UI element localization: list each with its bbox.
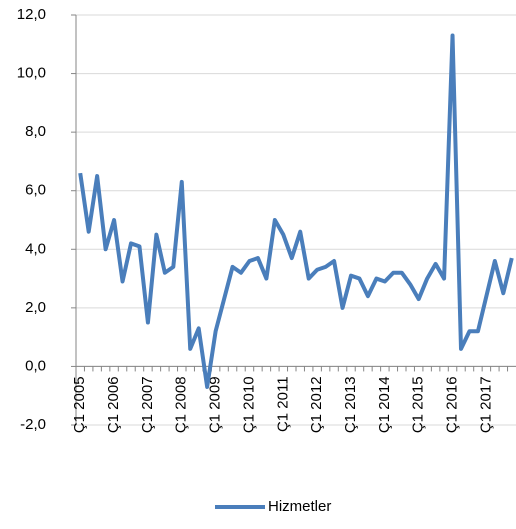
x-tick-label: Ç1 2011 [274, 376, 291, 432]
y-tick-label: -2,0 [20, 416, 46, 433]
y-tick-label: 4,0 [25, 240, 46, 257]
x-tick-label: Ç1 2017 [477, 376, 494, 433]
x-tick-label: Ç1 2012 [308, 376, 325, 433]
x-tick-label: Ç1 2016 [444, 376, 461, 433]
x-tick-label: Ç1 2008 [173, 376, 190, 433]
line-series [78, 33, 514, 389]
y-tick-label: 2,0 [25, 299, 46, 316]
y-tick-label: 12,0 [17, 6, 46, 23]
y-tick-label: 6,0 [25, 182, 46, 199]
x-tick-label: Ç1 2006 [105, 376, 122, 433]
y-tick-label: 0,0 [25, 357, 46, 374]
y-tick-label: 10,0 [17, 65, 46, 82]
x-tick-label: Ç1 2005 [71, 376, 88, 433]
x-tick-label: Ç1 2013 [342, 376, 359, 433]
x-tick-label: Ç1 2009 [207, 376, 224, 433]
x-tick-label: Ç1 2015 [410, 376, 427, 433]
x-tick-label: Ç1 2014 [376, 376, 393, 433]
legend-label: Hizmetler [268, 498, 331, 515]
y-tick-label: 8,0 [25, 123, 46, 140]
x-tick-label: Ç1 2010 [240, 376, 257, 433]
x-tick-label: Ç1 2007 [139, 376, 156, 433]
